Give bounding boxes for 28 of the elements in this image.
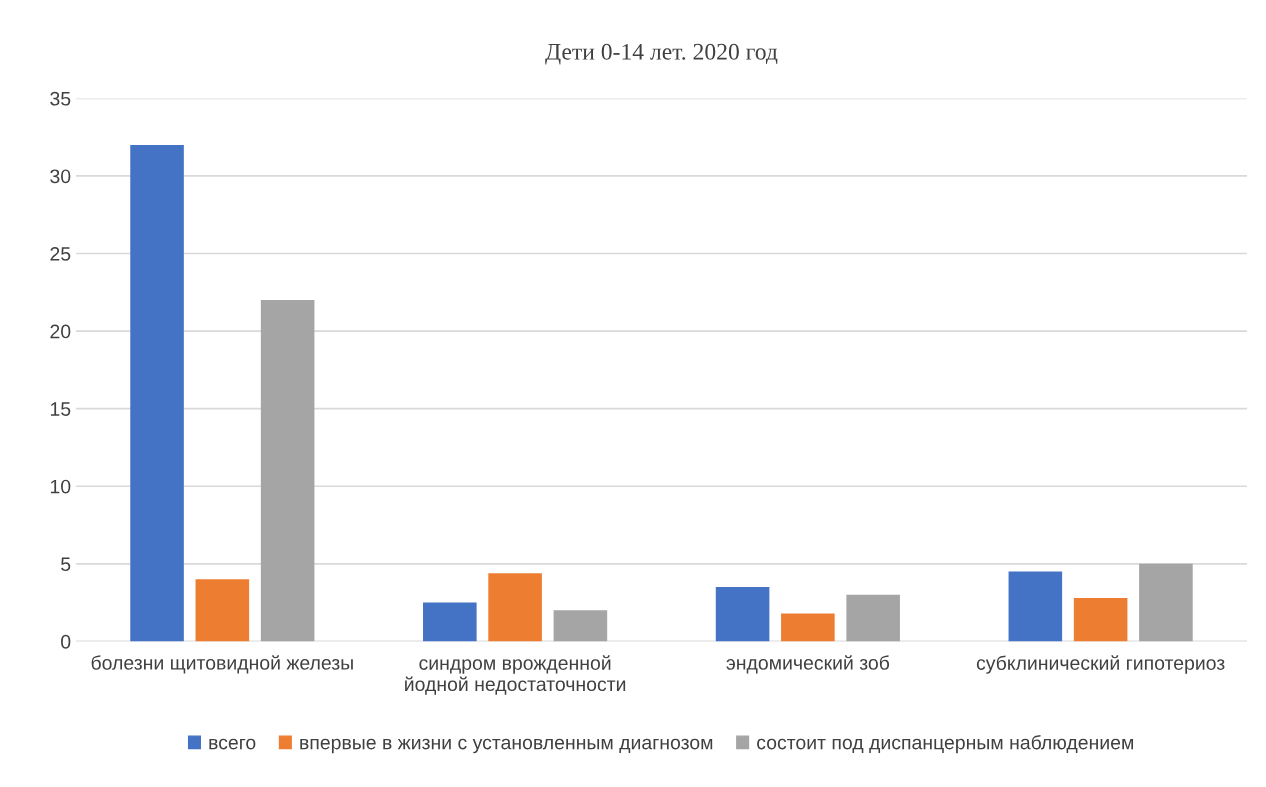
bar (1008, 571, 1063, 642)
legend-label: впервые в жизни с установленным диагнозом (300, 738, 713, 754)
x-tick-label: эндомический зоб (726, 655, 890, 674)
bar (130, 144, 184, 642)
bar (488, 573, 542, 642)
bar (260, 300, 315, 642)
y-tick-label: 5 (61, 557, 71, 572)
x-tick-label: субклинический гипотериоз (976, 655, 1225, 674)
legend-label: состоит под диспанцерным наблюдением (757, 734, 1134, 754)
y-tick-label: 10 (50, 479, 71, 494)
bar (1139, 563, 1193, 642)
bar (846, 594, 900, 642)
y-tick-label: 35 (50, 91, 71, 106)
bar (1073, 597, 1128, 642)
legend-label: всего (209, 738, 256, 750)
x-tick-label: болезни щитовидной железы (91, 655, 353, 674)
y-tick-label: 25 (50, 246, 71, 261)
bar (423, 602, 477, 642)
y-tick-label: 30 (50, 169, 71, 184)
bar (715, 587, 770, 642)
chart-title: Дети 0-14 лет. 2020 год (545, 43, 778, 65)
bar (553, 610, 608, 642)
bar (195, 579, 250, 642)
y-tick-label: 20 (50, 324, 71, 339)
y-tick-label: 0 (61, 634, 71, 649)
x-tick-label: синдром врожденной йодной недостаточности (405, 655, 626, 695)
bar (781, 613, 835, 642)
y-tick-label: 15 (50, 402, 71, 416)
